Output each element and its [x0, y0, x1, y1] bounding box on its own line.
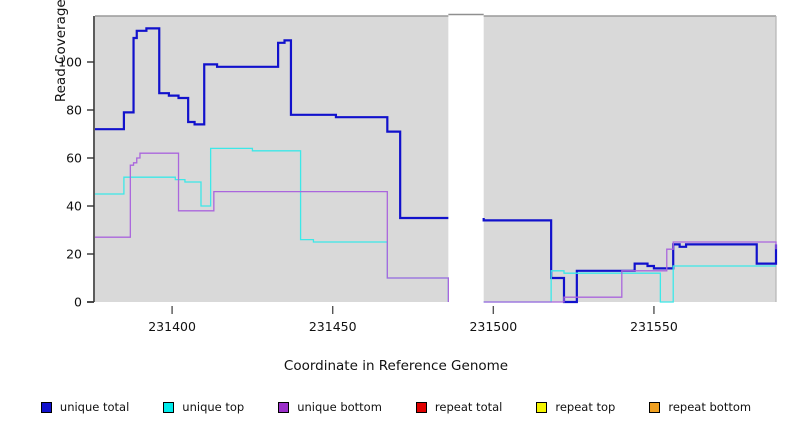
series-line-unique-total [95, 27, 449, 220]
series-line-unique-top [483, 265, 776, 303]
chart-legend: unique total unique top unique bottom repea… [0, 397, 792, 417]
series-line-unique-total [482, 218, 778, 304]
y-tick-label: 100 [58, 55, 82, 70]
legend-label: unique top [182, 400, 245, 414]
y-tick-label: 20 [66, 247, 82, 262]
legend-label: repeat bottom [668, 400, 752, 414]
legend-swatch-icon [649, 401, 661, 413]
legend-item-unique-bottom: unique bottom [278, 400, 382, 414]
y-tick-label: 40 [66, 199, 82, 214]
x-axis-label: Coordinate in Reference Genome [283, 358, 509, 374]
data-gap-band [448, 15, 484, 302]
legend-item-repeat-top: repeat top [536, 400, 615, 414]
x-tick-label: 231450 [309, 319, 357, 334]
y-tick-label: 80 [66, 103, 82, 118]
legend-label: repeat top [555, 400, 616, 414]
legend-item-repeat-bottom: repeat bottom [649, 400, 751, 414]
legend-swatch-icon [40, 401, 52, 413]
x-tick-label: 231400 [148, 319, 196, 334]
legend-swatch-icon [536, 401, 548, 413]
legend-item-unique-top: unique top [163, 400, 244, 414]
legend-label: unique total [59, 400, 130, 414]
series-line-unique-bottom [483, 241, 777, 303]
series-line-unique-top [95, 147, 450, 302]
legend-swatch-icon [278, 401, 290, 413]
x-tick-label: 231550 [630, 319, 678, 334]
legend-item-repeat-total: repeat total [415, 400, 503, 414]
x-tick-label: 231500 [469, 319, 517, 334]
y-tick-label: 0 [74, 295, 82, 310]
legend-label: repeat total [434, 400, 503, 414]
series-line-unique-bottom [95, 152, 450, 302]
legend-label: unique bottom [297, 400, 382, 414]
legend-item-unique-total: unique total [40, 400, 130, 414]
legend-swatch-icon [415, 401, 427, 413]
y-tick-label: 60 [66, 151, 82, 166]
legend-swatch-icon [163, 401, 175, 413]
